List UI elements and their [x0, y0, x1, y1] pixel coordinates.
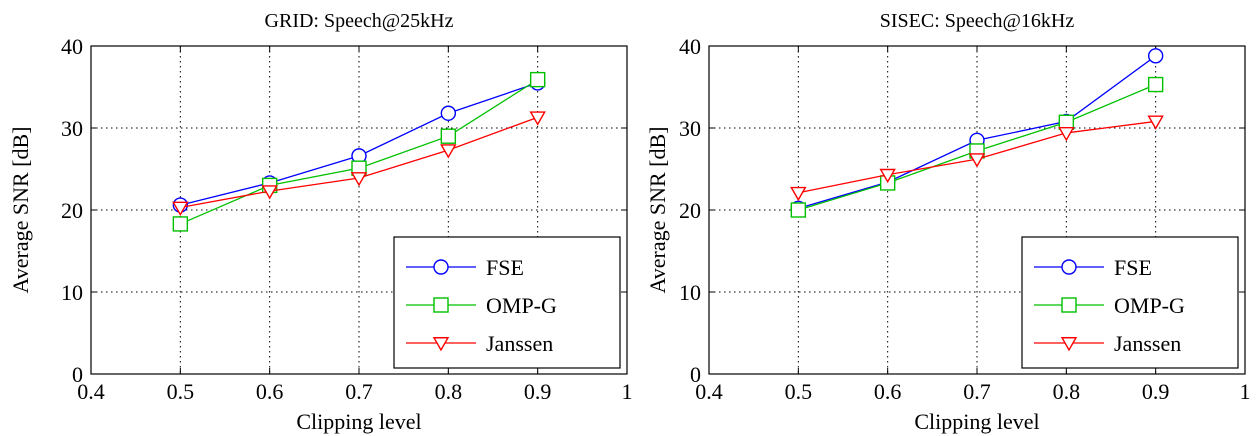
- data-point: [172, 216, 189, 232]
- x-tick-label: 0.5: [785, 379, 813, 404]
- data-point: [1147, 115, 1164, 130]
- legend-label: FSE: [1114, 255, 1152, 280]
- data-point: [440, 128, 457, 144]
- data-point: [350, 172, 368, 187]
- data-point: [261, 185, 278, 200]
- legend-label: OMP-G: [1114, 293, 1185, 318]
- x-axis-label: Clipping level: [296, 409, 421, 434]
- x-tick-label: 0.9: [1142, 379, 1170, 404]
- series-janssen: [172, 111, 546, 216]
- data-point: [440, 144, 457, 159]
- data-point: [879, 168, 896, 184]
- legend: FSE OMP-G Janssen: [1021, 236, 1239, 369]
- legend-entry: OMP-G: [1034, 293, 1185, 318]
- y-tick-label: 30: [679, 116, 701, 141]
- legend-box: [1021, 236, 1239, 369]
- x-tick-label: 0.4: [695, 379, 723, 404]
- x-tick-label: 0.5: [167, 379, 195, 404]
- plot-frame: [90, 45, 628, 375]
- chart-title: GRID: Speech@25kHz: [265, 10, 454, 32]
- legend: FSE OMP-G Janssen: [393, 236, 621, 369]
- x-tick-label: 1: [622, 379, 633, 404]
- legend-entry: Janssen: [1034, 331, 1181, 356]
- data-point: [172, 201, 189, 216]
- legend-box: [393, 236, 621, 369]
- plot-frame: [708, 45, 1246, 375]
- legend-entry: Janssen: [406, 331, 553, 356]
- y-tick-label: 30: [61, 116, 83, 141]
- y-axis-label: Average SNR [dB]: [645, 127, 670, 294]
- x-tick-label: 0.6: [256, 379, 284, 404]
- x-tick-label: 0.7: [345, 379, 373, 404]
- data-point: [529, 111, 546, 126]
- legend-marker: [1061, 297, 1077, 313]
- y-axis-label: Average SNR [dB]: [8, 127, 33, 294]
- legend-marker: [433, 297, 449, 313]
- x-tick-label: 1: [1240, 379, 1251, 404]
- legend-entry: FSE: [1034, 255, 1152, 280]
- y-tick-label: 40: [679, 34, 701, 59]
- legend-label: OMP-G: [486, 293, 557, 318]
- legend-entry: OMP-G: [406, 293, 557, 318]
- x-tick-label: 0.9: [524, 379, 552, 404]
- legend-marker: [1061, 259, 1077, 275]
- y-tick-label: 0: [72, 362, 83, 387]
- chart-title: SISEC: Speech@16kHz: [880, 10, 1075, 32]
- data-point: [529, 71, 546, 88]
- y-tick-label: 20: [61, 198, 83, 223]
- legend-marker: [433, 259, 449, 275]
- data-point: [968, 153, 986, 168]
- series-janssen: [790, 115, 1164, 202]
- data-point: [1147, 48, 1164, 64]
- data-point: [790, 202, 807, 218]
- data-point: [1147, 76, 1164, 93]
- data-point: [790, 186, 807, 202]
- y-tick-label: 40: [61, 34, 83, 59]
- legend-label: FSE: [486, 255, 524, 280]
- legend-label: Janssen: [486, 331, 553, 356]
- y-tick-label: 20: [679, 198, 701, 223]
- x-tick-label: 0.4: [77, 379, 105, 404]
- data-point: [440, 105, 457, 121]
- legend-marker: [432, 337, 450, 352]
- legend-marker: [1060, 337, 1078, 352]
- x-tick-label: 0.8: [1053, 379, 1081, 404]
- legend-label: Janssen: [1114, 331, 1181, 356]
- x-tick-label: 0.8: [435, 379, 463, 404]
- legend-entry: FSE: [406, 255, 524, 280]
- x-tick-label: 0.6: [874, 379, 902, 404]
- x-tick-label: 0.7: [963, 379, 991, 404]
- y-tick-label: 0: [690, 362, 701, 387]
- data-point: [1058, 126, 1075, 142]
- y-tick-label: 10: [679, 280, 701, 305]
- y-tick-label: 10: [61, 280, 83, 305]
- x-axis-label: Clipping level: [914, 409, 1039, 434]
